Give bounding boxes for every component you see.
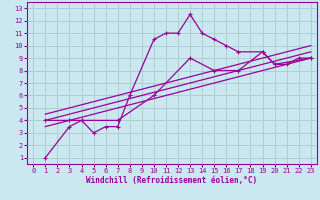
X-axis label: Windchill (Refroidissement éolien,°C): Windchill (Refroidissement éolien,°C) xyxy=(86,176,258,185)
